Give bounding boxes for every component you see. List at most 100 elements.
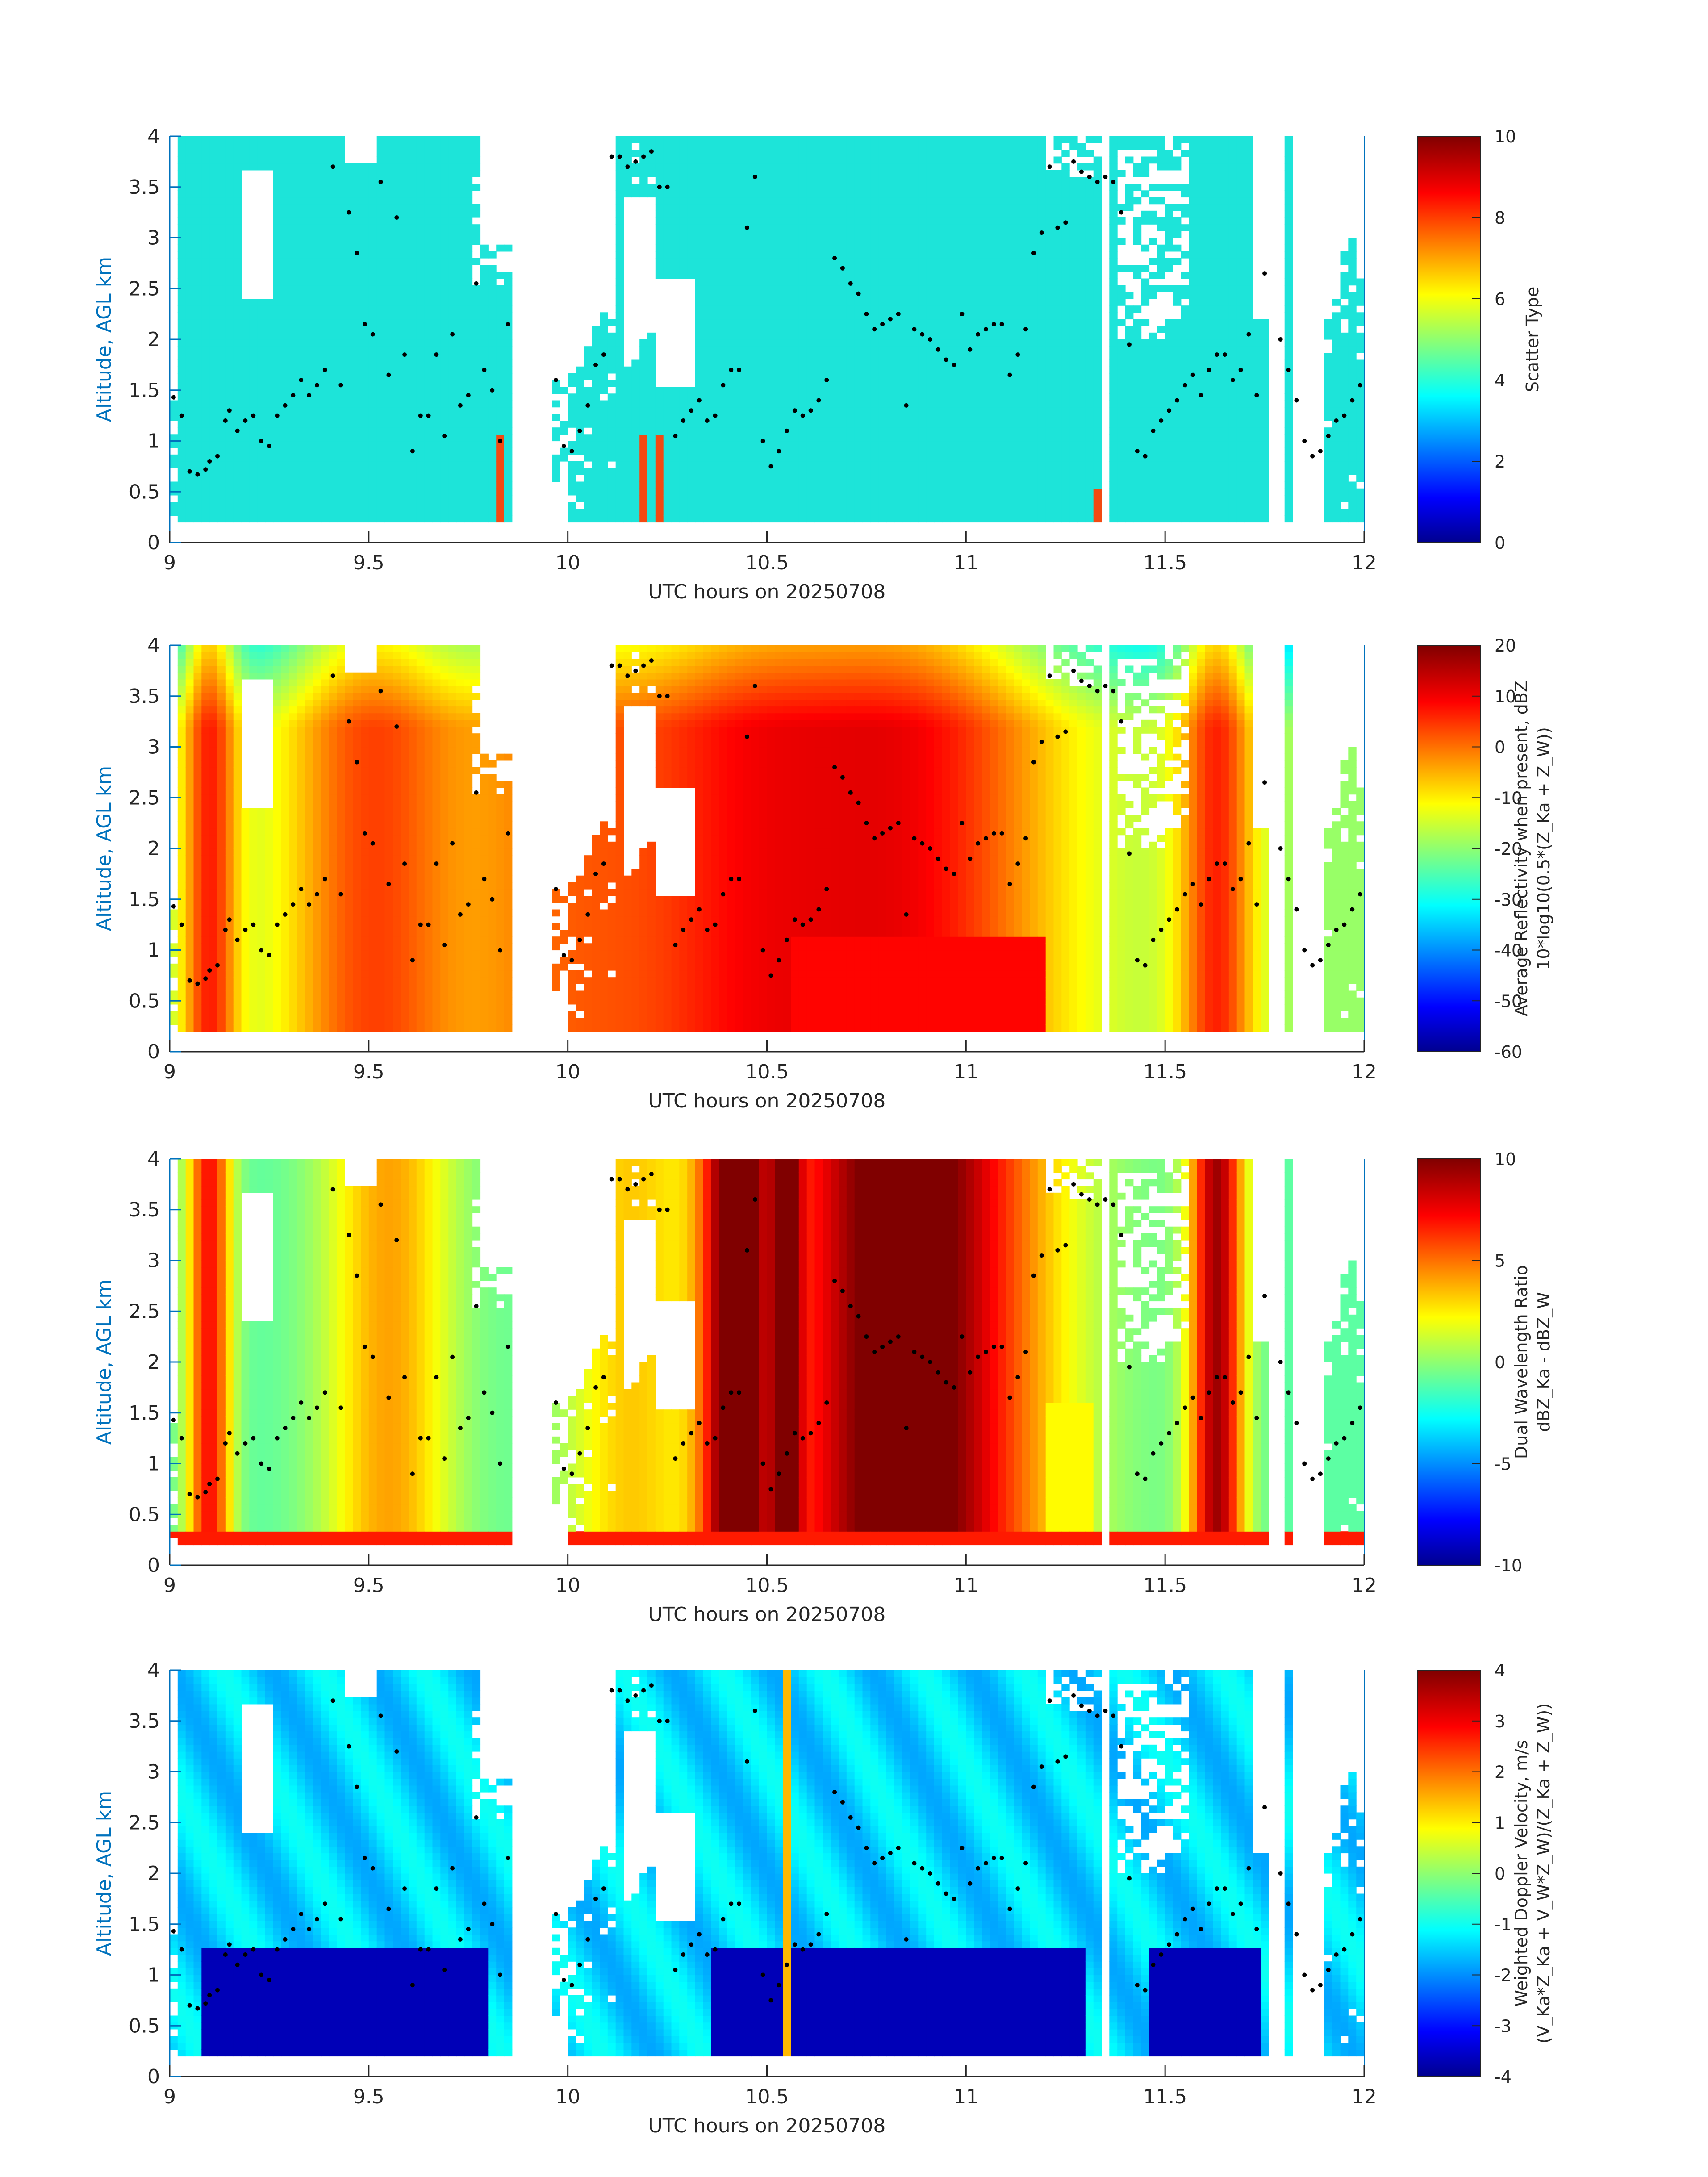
heatmap-cell	[194, 401, 202, 408]
heatmap-cell	[950, 482, 958, 489]
heatmap-cell	[186, 204, 194, 211]
heatmap-cell	[751, 502, 759, 509]
heatmap-cell	[401, 272, 409, 279]
heatmap-cell	[966, 292, 974, 299]
heatmap-cell	[950, 495, 958, 502]
heatmap-cell	[226, 305, 234, 313]
heatmap-cell	[767, 285, 775, 292]
heatmap-cell	[385, 136, 393, 143]
heatmap-cell	[273, 387, 281, 394]
heatmap-cell	[186, 211, 194, 218]
heatmap-cell	[783, 502, 791, 509]
heatmap-cell	[847, 387, 855, 394]
heatmap-cell	[863, 211, 871, 218]
heatmap-cell	[815, 150, 823, 157]
heatmap-cell	[815, 224, 823, 231]
heatmap-cell	[464, 502, 472, 509]
heatmap-cell	[767, 292, 775, 299]
heatmap-cell	[496, 305, 504, 313]
heatmap-cell	[870, 285, 878, 292]
heatmap-cell	[902, 353, 910, 360]
heatmap-cell	[568, 441, 576, 448]
heatmap-cell	[242, 380, 250, 387]
heatmap-cell	[815, 136, 823, 143]
heatmap-cell	[297, 482, 305, 489]
heatmap-cell	[425, 299, 433, 306]
heatmap-cell	[496, 515, 504, 522]
heatmap-cell	[703, 136, 711, 143]
heatmap-cell	[488, 489, 496, 496]
heatmap-cell	[369, 346, 377, 353]
heatmap-cell	[759, 217, 767, 225]
heatmap-cell	[711, 326, 719, 333]
heatmap-cell	[942, 326, 950, 333]
heatmap-cell	[783, 177, 791, 184]
heatmap-cell	[289, 272, 297, 279]
heatmap-cell	[616, 319, 624, 326]
heatmap-cell	[870, 495, 878, 502]
heatmap-cell	[257, 509, 265, 516]
heatmap-cell	[186, 197, 194, 205]
heatmap-cell	[321, 292, 329, 299]
heatmap-cell	[982, 421, 990, 428]
heatmap-cell	[321, 251, 329, 259]
heatmap-cell	[934, 177, 942, 184]
heatmap-cell	[735, 272, 743, 279]
heatmap-cell	[639, 380, 647, 387]
heatmap-cell	[807, 197, 815, 205]
heatmap-cell	[592, 515, 600, 522]
heatmap-cell	[321, 380, 329, 387]
heatmap-cell	[305, 427, 313, 435]
heatmap-cell	[425, 367, 433, 374]
heatmap-cell	[815, 184, 823, 191]
heatmap-cell	[799, 224, 807, 231]
heatmap-cell	[425, 217, 433, 225]
heatmap-cell	[265, 373, 273, 380]
heatmap-cell	[337, 272, 345, 279]
heatmap-cell	[918, 163, 926, 171]
heatmap-cell	[727, 339, 735, 347]
heatmap-cell	[918, 157, 926, 164]
heatmap-cell	[703, 489, 711, 496]
heatmap-cell	[958, 265, 966, 272]
heatmap-cell	[926, 441, 934, 448]
heatmap-cell	[472, 285, 480, 292]
heatmap-cell	[727, 421, 735, 428]
heatmap-cell	[647, 346, 656, 353]
heatmap-cell	[209, 353, 217, 360]
heatmap-cell	[807, 231, 815, 238]
heatmap-cell	[289, 468, 297, 475]
heatmap-cell	[361, 245, 369, 252]
heatmap-cell	[870, 401, 878, 408]
heatmap-cell	[217, 272, 226, 279]
heatmap-cell	[966, 401, 974, 408]
heatmap-cell	[894, 339, 902, 347]
heatmap-cell	[273, 373, 281, 380]
heatmap-cell	[815, 299, 823, 306]
heatmap-cell	[385, 475, 393, 482]
heatmap-cell	[234, 502, 242, 509]
heatmap-cell	[201, 265, 209, 272]
heatmap-cell	[385, 441, 393, 448]
heatmap-cell	[863, 204, 871, 211]
heatmap-cell	[647, 509, 656, 516]
heatmap-cell	[448, 367, 456, 374]
heatmap-cell	[815, 292, 823, 299]
heatmap-cell	[942, 211, 950, 218]
heatmap-cell	[775, 238, 783, 245]
heatmap-cell	[242, 305, 250, 313]
heatmap-cell	[831, 360, 839, 367]
heatmap-cell	[910, 468, 919, 475]
heatmap-cell	[799, 333, 807, 340]
heatmap-cell	[345, 380, 353, 387]
heatmap-cell	[870, 367, 878, 374]
heatmap-cell	[401, 401, 409, 408]
heatmap-cell	[894, 279, 902, 286]
heatmap-cell	[440, 217, 448, 225]
heatmap-cell	[385, 150, 393, 157]
heatmap-cell	[998, 272, 1006, 279]
heatmap-cell	[616, 143, 624, 150]
heatmap-cell	[942, 285, 950, 292]
heatmap-cell	[425, 245, 433, 252]
heatmap-cell	[727, 407, 735, 414]
